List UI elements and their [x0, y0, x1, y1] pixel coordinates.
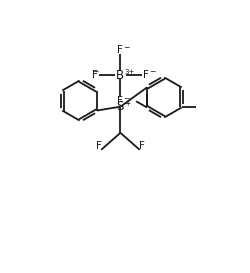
Text: −: − — [149, 67, 155, 76]
Text: B: B — [116, 69, 124, 82]
Text: F: F — [139, 141, 145, 151]
Text: −: − — [92, 67, 98, 76]
Text: −: − — [124, 94, 130, 103]
Text: F: F — [96, 141, 102, 151]
Text: 3+: 3+ — [124, 69, 135, 75]
Text: F: F — [143, 70, 149, 80]
Text: F: F — [118, 45, 123, 55]
Text: F: F — [118, 96, 123, 106]
Text: F: F — [92, 70, 98, 80]
Text: +: + — [124, 99, 131, 108]
Text: −: − — [124, 43, 130, 52]
Text: S: S — [117, 100, 124, 113]
